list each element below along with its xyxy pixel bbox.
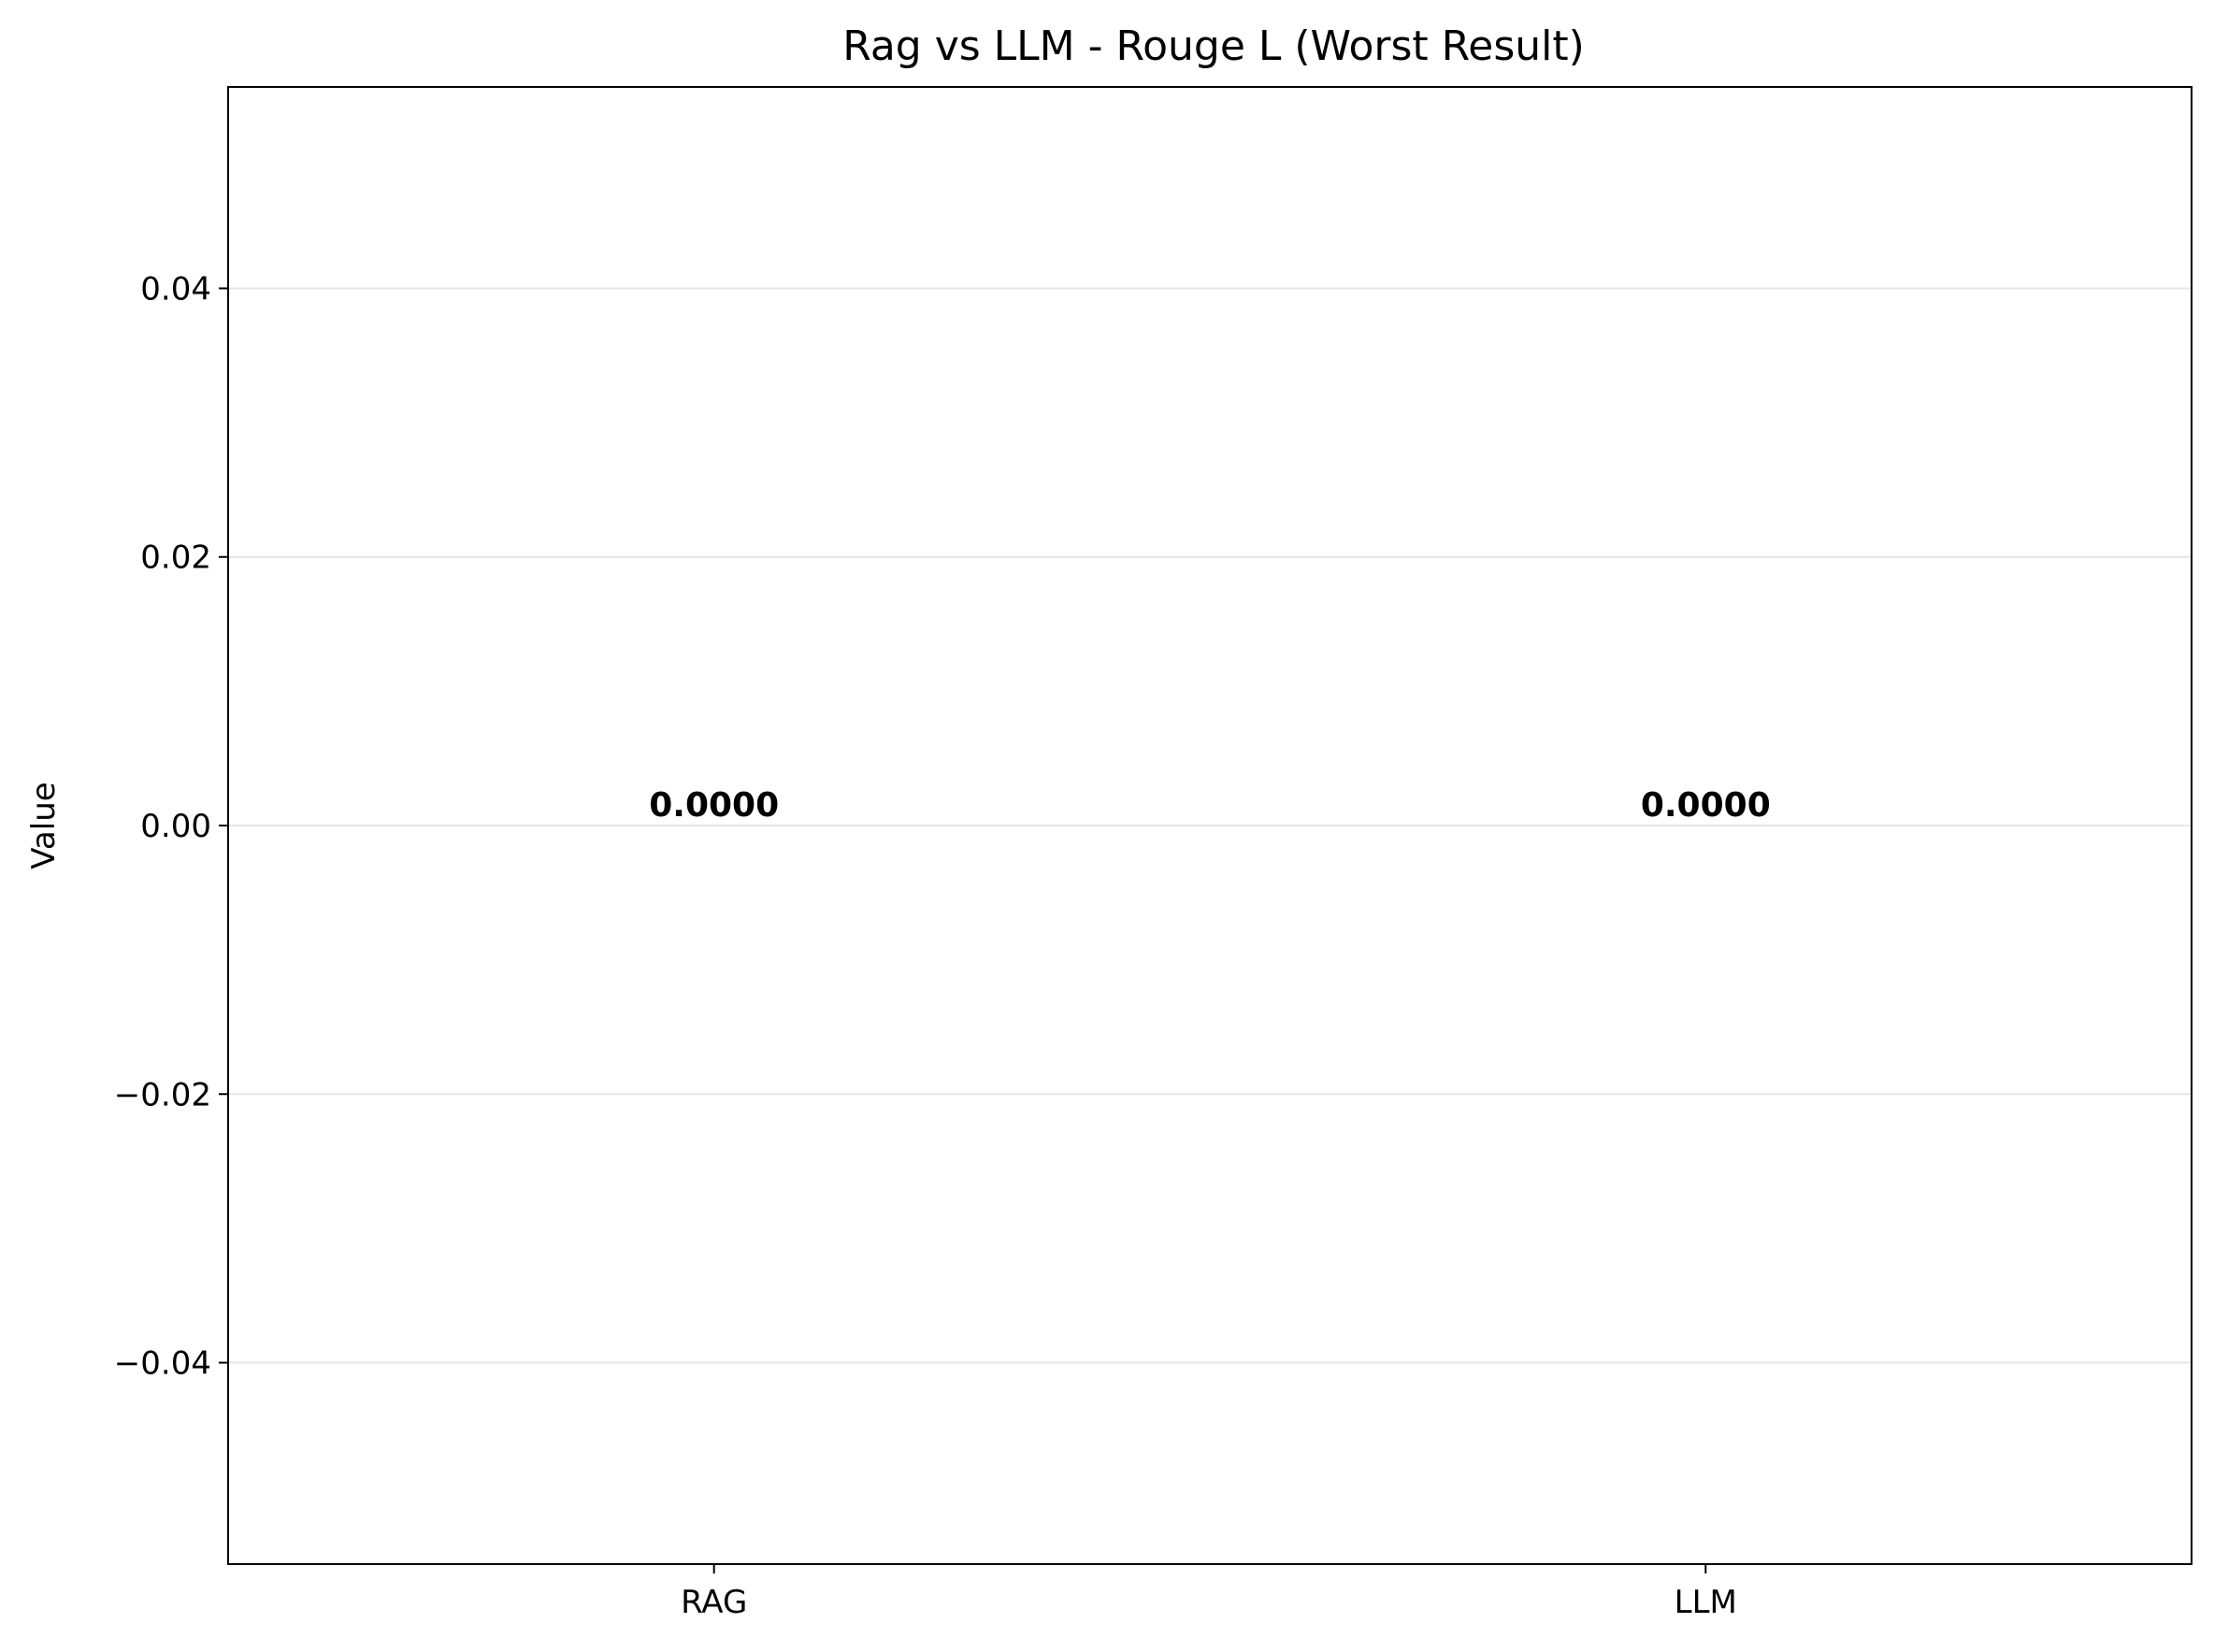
y-tick-label: 0.04 (140, 270, 211, 308)
x-tick-label: RAG (681, 1584, 747, 1621)
x-tick-label: LLM (1675, 1584, 1737, 1621)
y-tick-label: 0.02 (140, 539, 211, 577)
plot-frame (227, 86, 2192, 1565)
data-label: 0.0000 (1641, 786, 1771, 825)
grid-lines (228, 287, 2192, 1364)
data-labels: 0.0000 0.0000 (649, 786, 1771, 825)
y-tick-label: −0.04 (114, 1345, 211, 1383)
y-tick-label: 0.00 (140, 808, 211, 845)
y-tick-label: −0.02 (114, 1076, 211, 1113)
chart-title: Rag vs LLM - Rouge L (Worst Result) (842, 22, 1585, 70)
data-label: 0.0000 (649, 786, 779, 825)
x-axis-ticks: RAG LLM (681, 1564, 1737, 1621)
y-axis-label: Value (25, 782, 63, 869)
y-axis-ticks: −0.04 −0.02 0.00 0.02 0.04 (114, 270, 228, 1383)
